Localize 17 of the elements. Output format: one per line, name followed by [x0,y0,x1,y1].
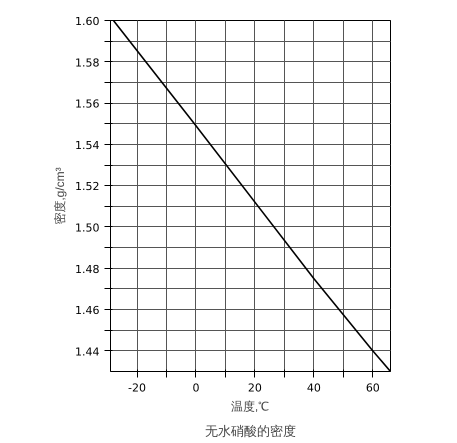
y-tick-label: 1.56 [75,98,100,111]
x-tick-label: 40 [306,382,321,394]
y-tick-label: 1.58 [75,56,100,70]
y-tick-label: 1.60 [75,15,100,28]
y-axis-title: 密度,g/cm³ [53,167,68,225]
text: 1.50 [75,221,100,234]
x-tick-label: 20 [248,382,262,394]
x-tick-label: 0 [192,382,200,394]
text: 无水硝酸的密度 [205,424,296,438]
y-tick-label: 1.48 [75,262,100,276]
y-tick-label: 1.44 [75,345,100,358]
x-axis-title: 温度,℃ [230,400,270,414]
y-tick-label: 1.54 [75,138,100,152]
y-tick-label: 1.52 [75,180,100,194]
x-tick-label: 60 [366,382,380,394]
y-tick-label: 1.46 [75,304,100,318]
x-tick-label: -20 [128,382,146,394]
